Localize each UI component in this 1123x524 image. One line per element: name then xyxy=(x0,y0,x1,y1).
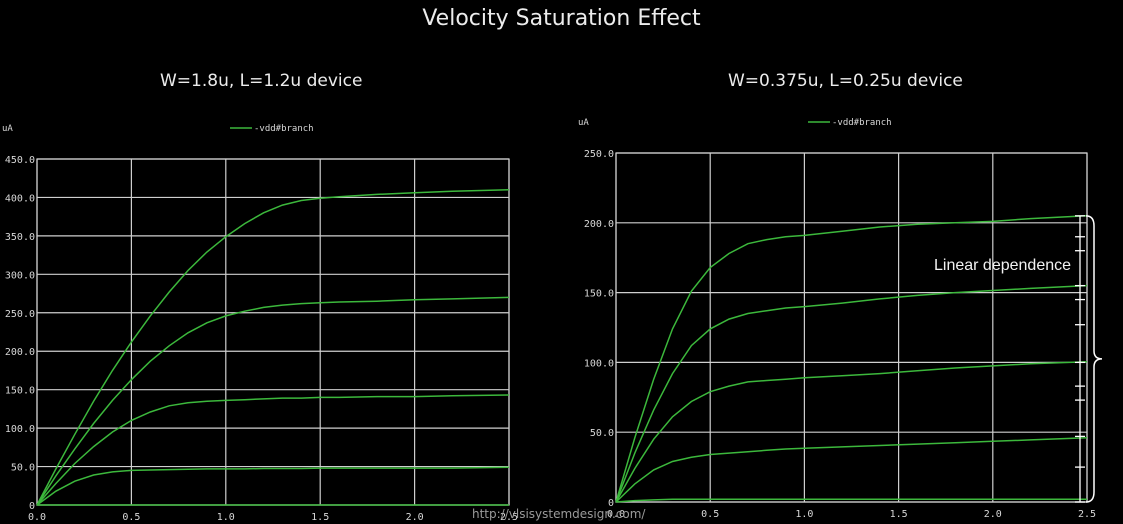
left-y-tick-label: 150.0 xyxy=(5,386,35,397)
right-x-tick-label: 0.0 xyxy=(607,509,625,520)
left-chart-title: W=1.8u, L=1.2u device xyxy=(160,71,363,91)
curly-brace xyxy=(1085,215,1103,503)
right-legend-label: -vdd#branch xyxy=(832,118,892,128)
right-series-1 xyxy=(615,498,1087,503)
right-x-tick-label: 0.5 xyxy=(701,509,719,520)
bracket-ticks xyxy=(1075,215,1103,503)
left-x-tick-label: 0.0 xyxy=(28,512,46,523)
left-y-tick-label: 250.0 xyxy=(5,309,35,320)
right-series-5 xyxy=(615,215,1088,503)
right-y-tick-label: 150.0 xyxy=(584,289,614,300)
linear-dependence-label: Linear dependence xyxy=(934,257,1071,274)
left-series-5 xyxy=(36,189,510,506)
right-x-tick-label: 2.0 xyxy=(984,509,1002,520)
right-y-tick-label: 100.0 xyxy=(584,358,614,369)
left-y-tick-label: 100.0 xyxy=(5,424,35,435)
left-series-2 xyxy=(36,466,510,506)
left-series-4 xyxy=(36,296,510,506)
left-x-tick-label: 0.5 xyxy=(122,512,140,523)
right-series-2 xyxy=(615,437,1088,503)
right-x-tick-label: 1.5 xyxy=(890,509,908,520)
right-y-tick-label: 0 xyxy=(608,498,614,509)
left-series-3 xyxy=(36,394,510,506)
left-y-tick-label: 200.0 xyxy=(5,347,35,358)
right-unit-label: uA xyxy=(578,118,589,128)
watermark-url: http://vlsisystemdesign.com/ xyxy=(472,507,646,521)
left-y-tick-label: 50.0 xyxy=(11,463,35,474)
left-x-tick-label: 2.0 xyxy=(406,512,424,523)
right-x-tick-label: 2.5 xyxy=(1078,509,1096,520)
left-y-tick-label: 0 xyxy=(29,501,35,512)
left-unit-label: uA xyxy=(2,124,13,134)
left-y-tick-label: 350.0 xyxy=(5,232,35,243)
right-y-tick-label: 250.0 xyxy=(584,149,614,160)
right-x-tick-label: 1.0 xyxy=(795,509,813,520)
right-chart-title: W=0.375u, L=0.25u device xyxy=(728,71,963,91)
left-y-tick-label: 450.0 xyxy=(5,155,35,166)
right-series-4 xyxy=(615,284,1088,503)
right-y-tick-label: 200.0 xyxy=(584,219,614,230)
left-y-tick-label: 300.0 xyxy=(5,270,35,281)
page-title: Velocity Saturation Effect xyxy=(422,6,701,31)
right-series-3 xyxy=(615,360,1088,503)
left-x-tick-label: 2.5 xyxy=(500,512,518,523)
left-legend-label: -vdd#branch xyxy=(254,124,314,134)
left-x-tick-label: 1.5 xyxy=(311,512,329,523)
right-y-tick-label: 50.0 xyxy=(590,428,614,439)
left-x-tick-label: 1.0 xyxy=(217,512,235,523)
left-y-tick-label: 400.0 xyxy=(5,193,35,204)
